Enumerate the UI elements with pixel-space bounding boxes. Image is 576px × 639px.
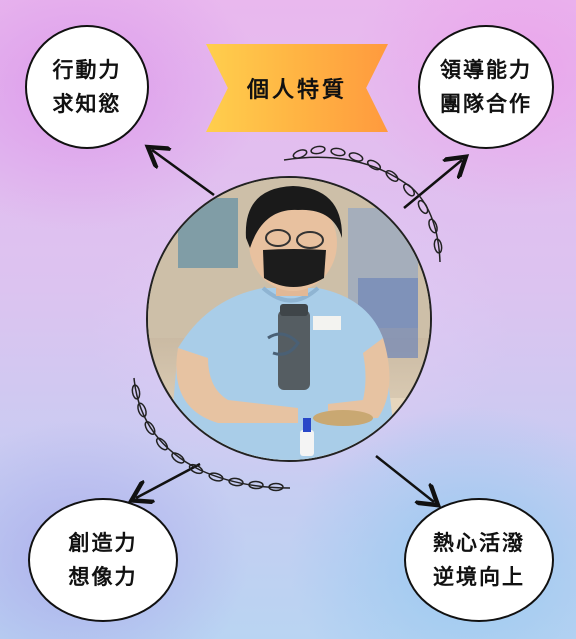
trait-text: 領導能力 [440,58,532,82]
trait-bubble-action: 行動力 求知慾 [25,25,149,149]
trait-bubble-creativity: 創造力 想像力 [28,498,178,622]
trait-bubble-leadership: 領導能力 團隊合作 [418,25,554,149]
arrow-bottom-right [375,455,434,502]
title-banner: 個人特質 [206,44,388,132]
trait-text: 想像力 [68,565,138,589]
photo-illustration [148,178,430,460]
trait-bubble-enthusiasm: 熱心活潑 逆境向上 [404,498,554,622]
arrow-bottom-left [136,462,201,498]
banner-title: 個人特質 [246,78,347,103]
trait-text: 創造力 [68,531,138,555]
trait-text: 行動力 [52,58,122,82]
trait-text: 團隊合作 [440,92,532,116]
trait-text: 熱心活潑 [433,531,525,555]
trait-text: 逆境向上 [433,565,525,589]
trait-text: 求知慾 [52,92,122,116]
portrait-photo [146,176,432,462]
